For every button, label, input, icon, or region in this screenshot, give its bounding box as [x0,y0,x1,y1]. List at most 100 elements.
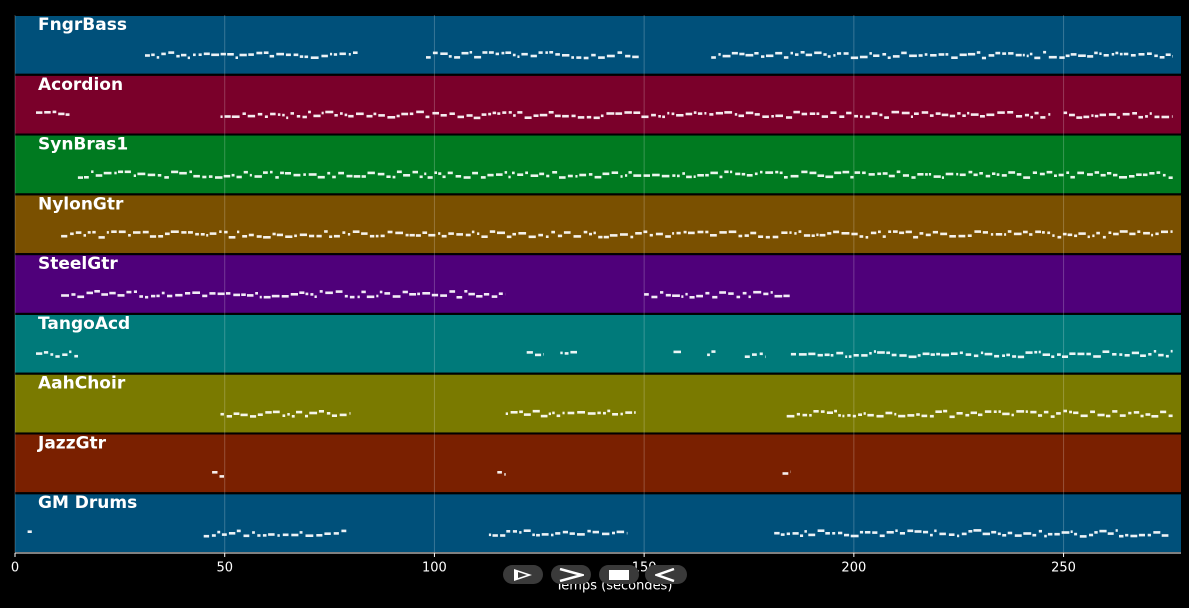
note [555,115,561,118]
note [682,172,685,175]
back-button[interactable] [645,565,687,584]
note [966,353,972,356]
note [195,233,199,236]
note [1099,530,1106,533]
note [1120,414,1126,417]
note [531,55,537,58]
note [962,114,966,117]
note [277,234,283,237]
note [285,172,291,175]
note [474,56,481,59]
note [1143,174,1148,177]
note [941,354,949,357]
note [393,176,396,179]
play-button[interactable] [503,565,543,584]
note [505,171,508,174]
note [992,172,995,175]
x-tick-label: 200 [841,561,866,576]
note [791,52,794,55]
note [255,175,262,178]
note [705,174,709,177]
note [593,531,599,534]
note [761,55,764,58]
note [546,235,549,238]
note [739,53,744,56]
note [229,532,235,535]
note [1039,530,1042,533]
note [801,171,807,174]
note [1166,355,1169,358]
stop-button[interactable] [599,565,639,584]
note [1071,53,1077,56]
forward-button[interactable] [551,565,591,584]
note [84,234,87,237]
note [482,113,487,116]
note [936,353,940,356]
note [587,530,590,533]
note [332,176,336,179]
note [754,52,758,55]
note [968,234,972,237]
note [894,413,896,416]
note [949,235,956,238]
note [255,292,258,295]
note [330,53,332,56]
note [204,53,210,56]
note [185,292,190,295]
note [845,355,847,358]
note [286,54,291,57]
note [212,534,216,537]
note [50,353,53,356]
note [1016,115,1022,118]
note [810,112,815,115]
note [594,232,596,235]
note [633,111,640,114]
note [681,295,683,298]
note [604,236,609,239]
note [724,171,728,174]
note [1081,415,1088,418]
note [728,292,734,295]
note [998,533,1001,536]
track-lane [15,76,1181,134]
note [315,295,317,298]
note [719,231,726,234]
note [500,534,505,537]
note [368,172,375,175]
note [1034,57,1040,60]
note [539,173,544,176]
note [749,296,751,299]
note [888,56,891,59]
note [973,529,981,532]
note [1148,534,1151,537]
note [612,532,615,535]
note [1062,355,1068,358]
note [270,113,276,116]
note [1132,352,1139,355]
note [69,351,71,354]
note [378,173,385,176]
note [760,353,763,356]
note [999,410,1001,413]
note [350,412,351,415]
note-segment [28,530,32,533]
note [688,232,695,235]
note [786,116,792,119]
note [244,171,248,174]
note [1059,174,1064,177]
note [242,235,247,238]
note [705,292,709,295]
note [791,175,799,178]
note [939,533,946,536]
note [1004,233,1006,236]
note [818,529,825,532]
note [420,176,423,179]
note [739,115,745,118]
note [517,173,523,176]
note [562,54,569,57]
note [989,54,995,57]
note [61,235,67,238]
note [850,176,853,179]
note [549,413,551,416]
